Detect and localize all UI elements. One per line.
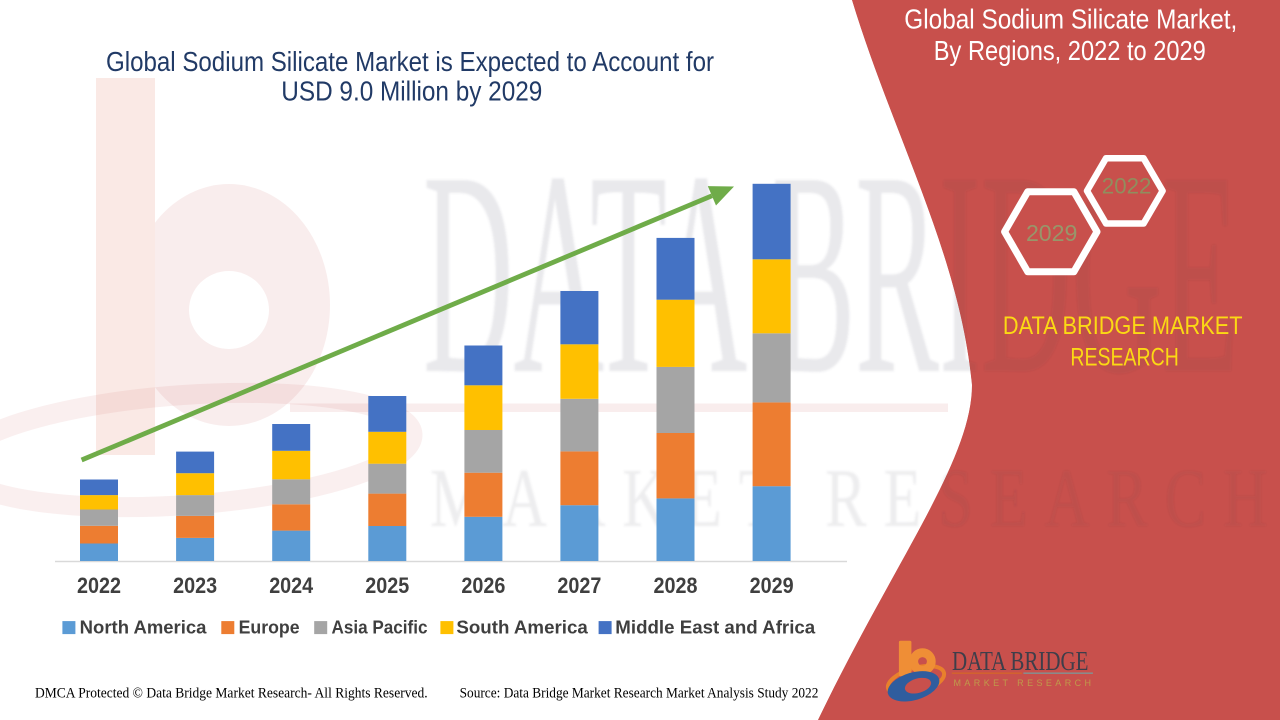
svg-text:USD 9.0 Million by 2029: USD 9.0 Million by 2029 [281,76,542,107]
svg-text:DMCA Protected © Data Bridge M: DMCA Protected © Data Bridge Market Rese… [35,686,428,702]
svg-text:Middle East and Africa: Middle East and Africa [615,617,816,637]
svg-text:Europe: Europe [239,617,300,637]
svg-text:2026: 2026 [461,573,505,598]
svg-text:MARKET RESEARCH: MARKET RESEARCH [954,678,1092,688]
svg-text:Global Sodium Silicate Market: Global Sodium Silicate Market is Expecte… [106,46,714,77]
svg-text:2029: 2029 [750,573,794,598]
svg-text:RESEARCH: RESEARCH [1070,344,1178,372]
svg-text:2027: 2027 [557,573,601,598]
svg-text:2025: 2025 [365,573,409,598]
svg-text:2028: 2028 [654,573,698,598]
svg-text:Source: Data Bridge Market Res: Source: Data Bridge Market Research Mark… [460,686,819,702]
svg-text:2022: 2022 [77,573,121,598]
svg-text:Global Sodium Silicate Market,: Global Sodium Silicate Market, [904,4,1237,35]
svg-text:2024: 2024 [269,573,314,598]
svg-text:DATA BRIDGE MARKET: DATA BRIDGE MARKET [1003,312,1243,340]
svg-text:Asia Pacific: Asia Pacific [332,617,428,637]
svg-text:DATA BRIDGE: DATA BRIDGE [952,646,1089,676]
svg-text:By Regions, 2022 to 2029: By Regions, 2022 to 2029 [934,35,1206,66]
svg-text:2022: 2022 [1102,174,1152,199]
svg-text:2023: 2023 [173,573,217,598]
svg-text:North America: North America [80,617,208,637]
svg-text:South America: South America [456,617,588,637]
svg-text:2029: 2029 [1026,220,1078,246]
